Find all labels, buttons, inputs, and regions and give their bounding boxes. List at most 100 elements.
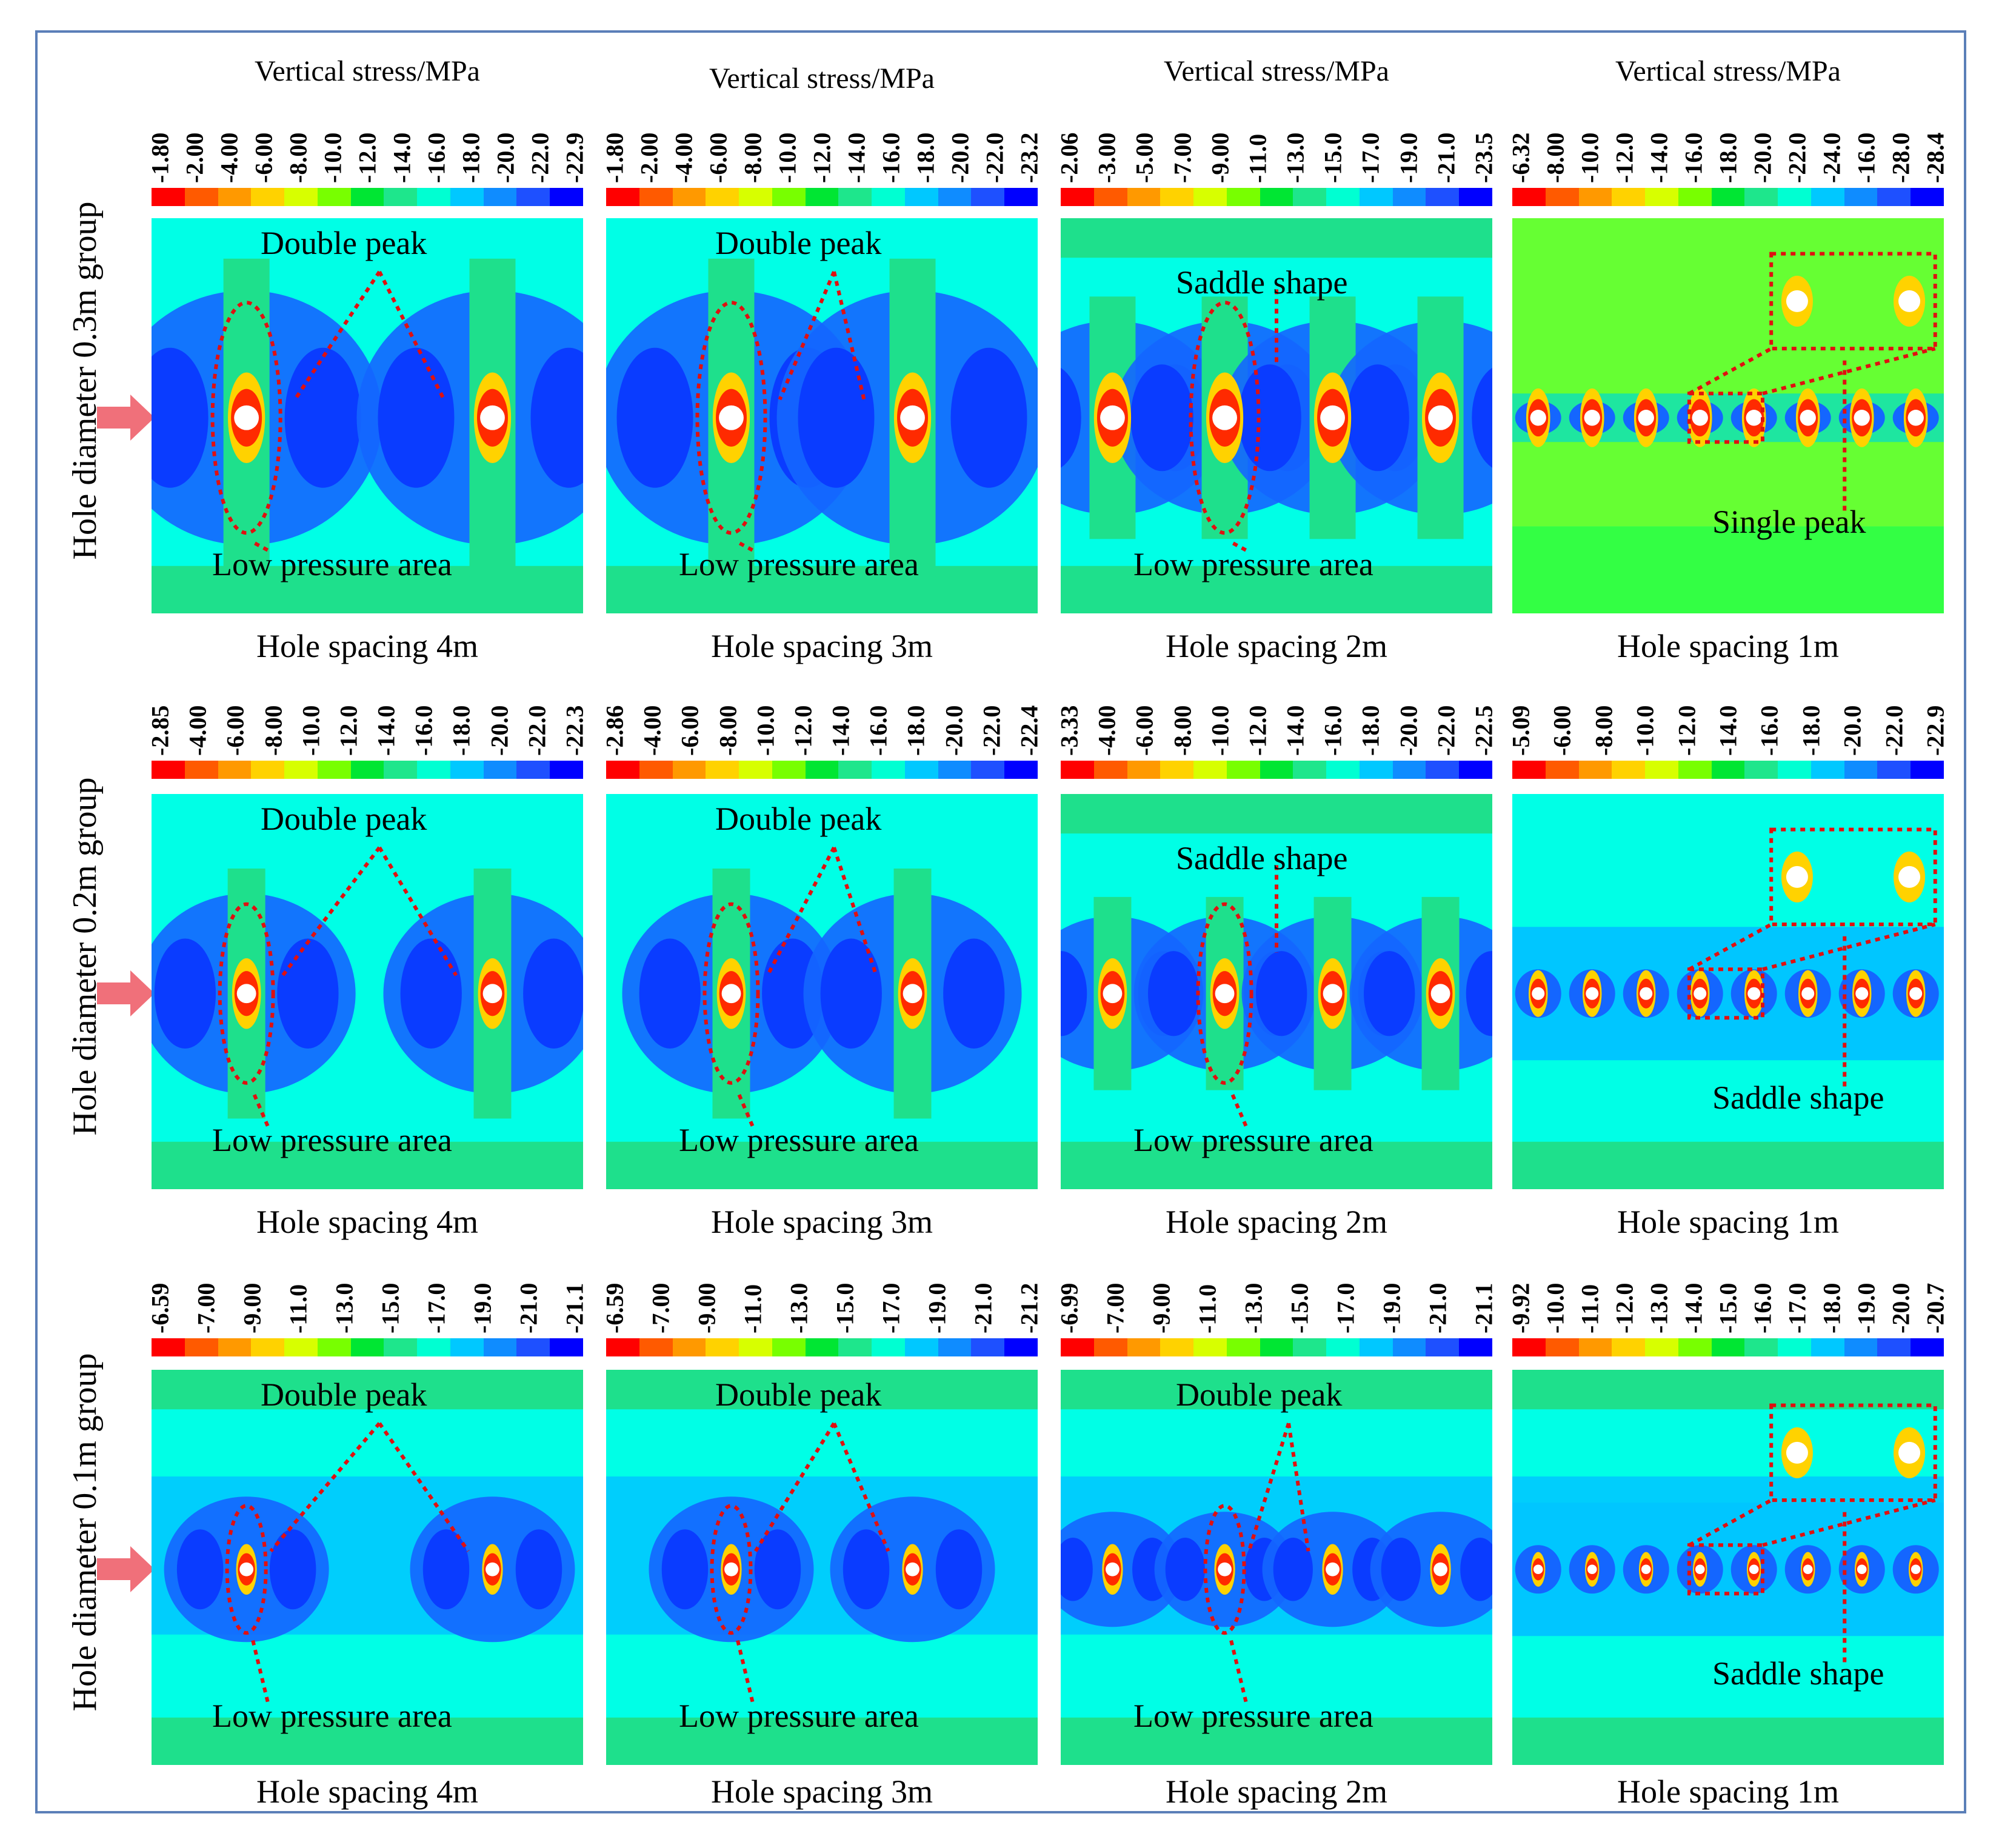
colorbar-tick-label: -11.0 (284, 1284, 312, 1333)
colorbar-swatch (739, 761, 772, 779)
peak-arrow (832, 847, 878, 976)
borehole (1532, 987, 1545, 1000)
bottom-annotation: Saddle shape (1712, 1079, 1884, 1116)
colorbar-tick-labels: -5.09 -6.00 -8.00 -10.0 -12.0 -14.0 -16.0 -18.0… (1507, 671, 1949, 756)
colorbar-swatch (1545, 761, 1579, 779)
colorbar-swatch (838, 761, 872, 779)
colorbar-swatch (672, 1338, 706, 1356)
colorbar-tick-label: -6.00 (1130, 705, 1158, 756)
hole-spacing-caption: Hole spacing 3m (711, 628, 933, 664)
colorbar-swatch (1711, 1338, 1745, 1356)
colorbar-tick-label: -20.0 (1395, 705, 1423, 756)
colorbar-swatch (1160, 188, 1194, 206)
borehole (234, 405, 259, 430)
stress-lobe (1238, 364, 1301, 472)
colorbar-tick-label: -2.00 (635, 132, 663, 183)
low-pressure-arrow (735, 1090, 755, 1127)
colorbar-title: Vertical stress/MPa (1615, 55, 1841, 87)
colorbar-swatch (251, 1338, 285, 1356)
colorbar-swatch (1061, 1338, 1094, 1356)
colorbar-swatch (384, 188, 418, 206)
borehole (1587, 1564, 1597, 1575)
borehole (1898, 290, 1921, 312)
colorbar-swatch (384, 761, 418, 779)
colorbar-tick-label: -6.00 (221, 705, 249, 756)
colorbar-swatch (483, 761, 517, 779)
colorbar-tick-label: -9.00 (693, 1283, 721, 1333)
low-pressure-ellipse (225, 1504, 268, 1635)
colorbar-tick-label: -18.0 (1357, 705, 1384, 756)
colorbar-swatch (1778, 188, 1811, 206)
colorbar-swatch (606, 1338, 639, 1356)
colorbar-tick-label: -8.00 (1590, 705, 1618, 756)
colorbar-tick-label: -12.0 (1244, 705, 1272, 756)
peak-arrow (378, 1422, 470, 1552)
colorbar-swatch (1093, 188, 1127, 206)
colorbar-tick-label: -20.0 (1749, 132, 1777, 183)
colorbar-swatch (805, 1338, 839, 1356)
colorbar-swatch (1093, 1338, 1127, 1356)
stress-lobe (1460, 1538, 1492, 1601)
borehole (1641, 1564, 1651, 1575)
colorbar-swatch (152, 761, 185, 779)
row-arrow-icon (97, 970, 155, 1017)
colorbar-swatch (1877, 188, 1911, 206)
colorbar-tick-label: -6.59 (601, 1283, 629, 1333)
colorbar-swatch (1459, 188, 1492, 206)
colorbar-swatch (838, 188, 872, 206)
hole-spacing-caption: Hole spacing 3m (711, 1773, 933, 1810)
top-annotation: Double peak (1176, 1376, 1343, 1413)
colorbar-tick-labels: -6.32 -8.00 -10.0 -12.0 -14.0 -16.0 -18.0 -20.0… (1507, 98, 1949, 183)
borehole (1218, 1562, 1232, 1576)
colorbar-swatch (1426, 761, 1460, 779)
bottom-band (1512, 1141, 1944, 1189)
colorbar-tick-label: -6.00 (676, 705, 704, 756)
colorbar-swatch (706, 1338, 739, 1356)
colorbar-tick-label: -12.0 (808, 132, 836, 183)
colorbar (1512, 1338, 1944, 1356)
colorbar-tick-label: -14.0 (372, 705, 400, 756)
colorbar-swatch (152, 188, 185, 206)
colorbar-swatch (450, 761, 484, 779)
colorbar-tick-label: -11.0 (739, 1284, 767, 1333)
low-pressure-ellipse (702, 902, 760, 1085)
colorbar-tick-labels: -1.80 -2.00 -4.00 -6.00 -8.00 -10.0 -12.0 -14.0… (601, 98, 1043, 183)
colorbar (1061, 761, 1492, 779)
bottom-annotation: Low pressure area (1133, 1698, 1373, 1734)
colorbar-tick-label: -9.00 (1206, 132, 1234, 183)
borehole (1694, 987, 1707, 1000)
colorbar-swatch (606, 761, 639, 779)
colorbar-tick-label: -13.0 (1281, 132, 1309, 183)
borehole (236, 984, 256, 1004)
stress-contour-plot (606, 1370, 1038, 1765)
borehole (1533, 1564, 1543, 1575)
colorbar-tick-label: -9.92 (1507, 1283, 1535, 1333)
colorbar-swatch (1359, 761, 1393, 779)
colorbar-tick-label: -22.5 (1470, 705, 1498, 756)
colorbar-swatch (1877, 761, 1911, 779)
stress-contour-plot (1061, 218, 1492, 613)
colorbar-tick-label: -22.9 (1921, 705, 1949, 756)
stress-lobe (152, 347, 209, 488)
colorbar-tick-label: -21.1 (561, 1283, 589, 1333)
colorbar-swatch (1844, 761, 1878, 779)
borehole (1640, 987, 1653, 1000)
stress-contour-plot (1061, 794, 1492, 1189)
borehole (1898, 1441, 1921, 1464)
colorbar-tick-label: -3.33 (1055, 705, 1083, 756)
stress-contour-plot (152, 1370, 583, 1765)
colorbar-swatch (1645, 188, 1678, 206)
colorbar-tick-label: -10.0 (1576, 132, 1604, 183)
colorbar-swatch (350, 761, 384, 779)
colorbar-swatch (872, 761, 905, 779)
colorbar-tick-label: -17.0 (1357, 132, 1384, 183)
stress-lobe (943, 938, 1005, 1049)
colorbar-swatch (1512, 1338, 1546, 1356)
low-pressure-arrow (250, 1090, 270, 1127)
colorbar-swatch (1226, 761, 1260, 779)
low-pressure-ellipse (218, 902, 275, 1085)
zoom-connector (1762, 922, 1936, 972)
colorbar-swatch (1061, 761, 1094, 779)
zoom-source-box (1687, 967, 1764, 1020)
bottom-annotation: Single peak (1712, 504, 1866, 540)
